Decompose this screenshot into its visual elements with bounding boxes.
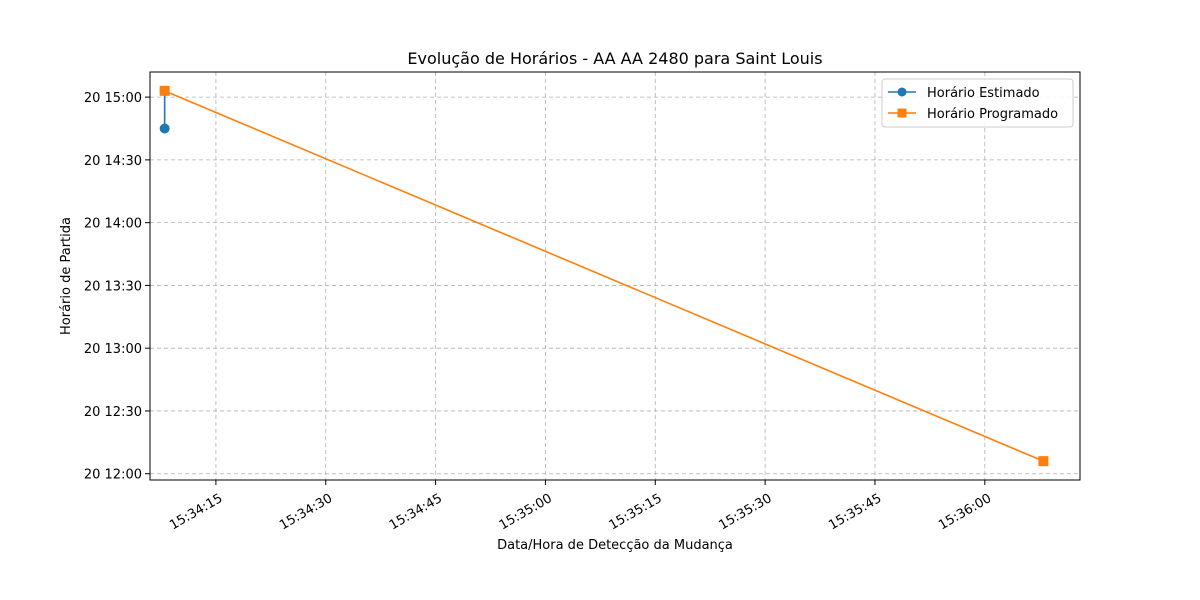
- y-axis: 20 12:00 20 12:30 20 13:00 20 13:30 20 14:00…: [84, 91, 150, 483]
- y-tick-label: 20 14:00: [84, 217, 142, 232]
- series-line-horario-programado: [164, 90, 1044, 462]
- data-point-horario-programado: [1038, 456, 1049, 467]
- series-layer: [159, 85, 1049, 467]
- x-axis-title: Data/Hora de Detecção da Mudança: [497, 538, 733, 553]
- legend-label: Horário Programado: [927, 107, 1058, 122]
- legend-marker-square: [897, 108, 907, 118]
- y-tick-label: 20 12:30: [84, 405, 142, 420]
- legend-box: [881, 78, 1074, 128]
- plot-frame: [149, 71, 1081, 481]
- y-axis-title: Horário de Partida: [59, 217, 74, 335]
- grid: [150, 72, 1080, 480]
- legend-marker-circle: [897, 87, 907, 97]
- y-tick-label: 20 13:30: [84, 279, 142, 294]
- legend: Horário Estimado Horário Programado: [881, 78, 1074, 128]
- y-tick-label: 20 15:00: [84, 91, 142, 106]
- data-point-horario-estimado: [159, 123, 170, 134]
- chart-title: Evolução de Horários - AA AA 2480 para S…: [407, 49, 822, 68]
- y-tick-label: 20 12:00: [84, 468, 142, 483]
- y-tick-label: 20 14:30: [84, 154, 142, 169]
- legend-label: Horário Estimado: [927, 86, 1040, 101]
- data-point-horario-programado: [159, 85, 170, 96]
- y-tick-label: 20 13:00: [84, 342, 142, 357]
